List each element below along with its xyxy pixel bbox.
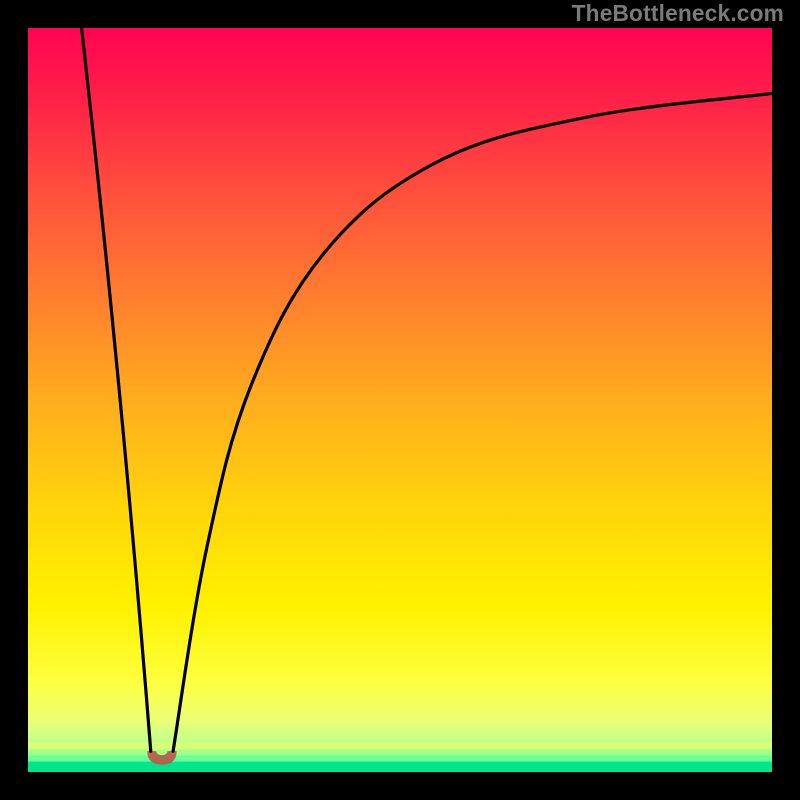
chart-svg bbox=[0, 0, 800, 800]
stage: TheBottleneck.com bbox=[0, 0, 800, 800]
plot-background bbox=[28, 28, 772, 772]
bottom-stripes bbox=[28, 742, 772, 772]
watermark-text: TheBottleneck.com bbox=[572, 0, 784, 27]
